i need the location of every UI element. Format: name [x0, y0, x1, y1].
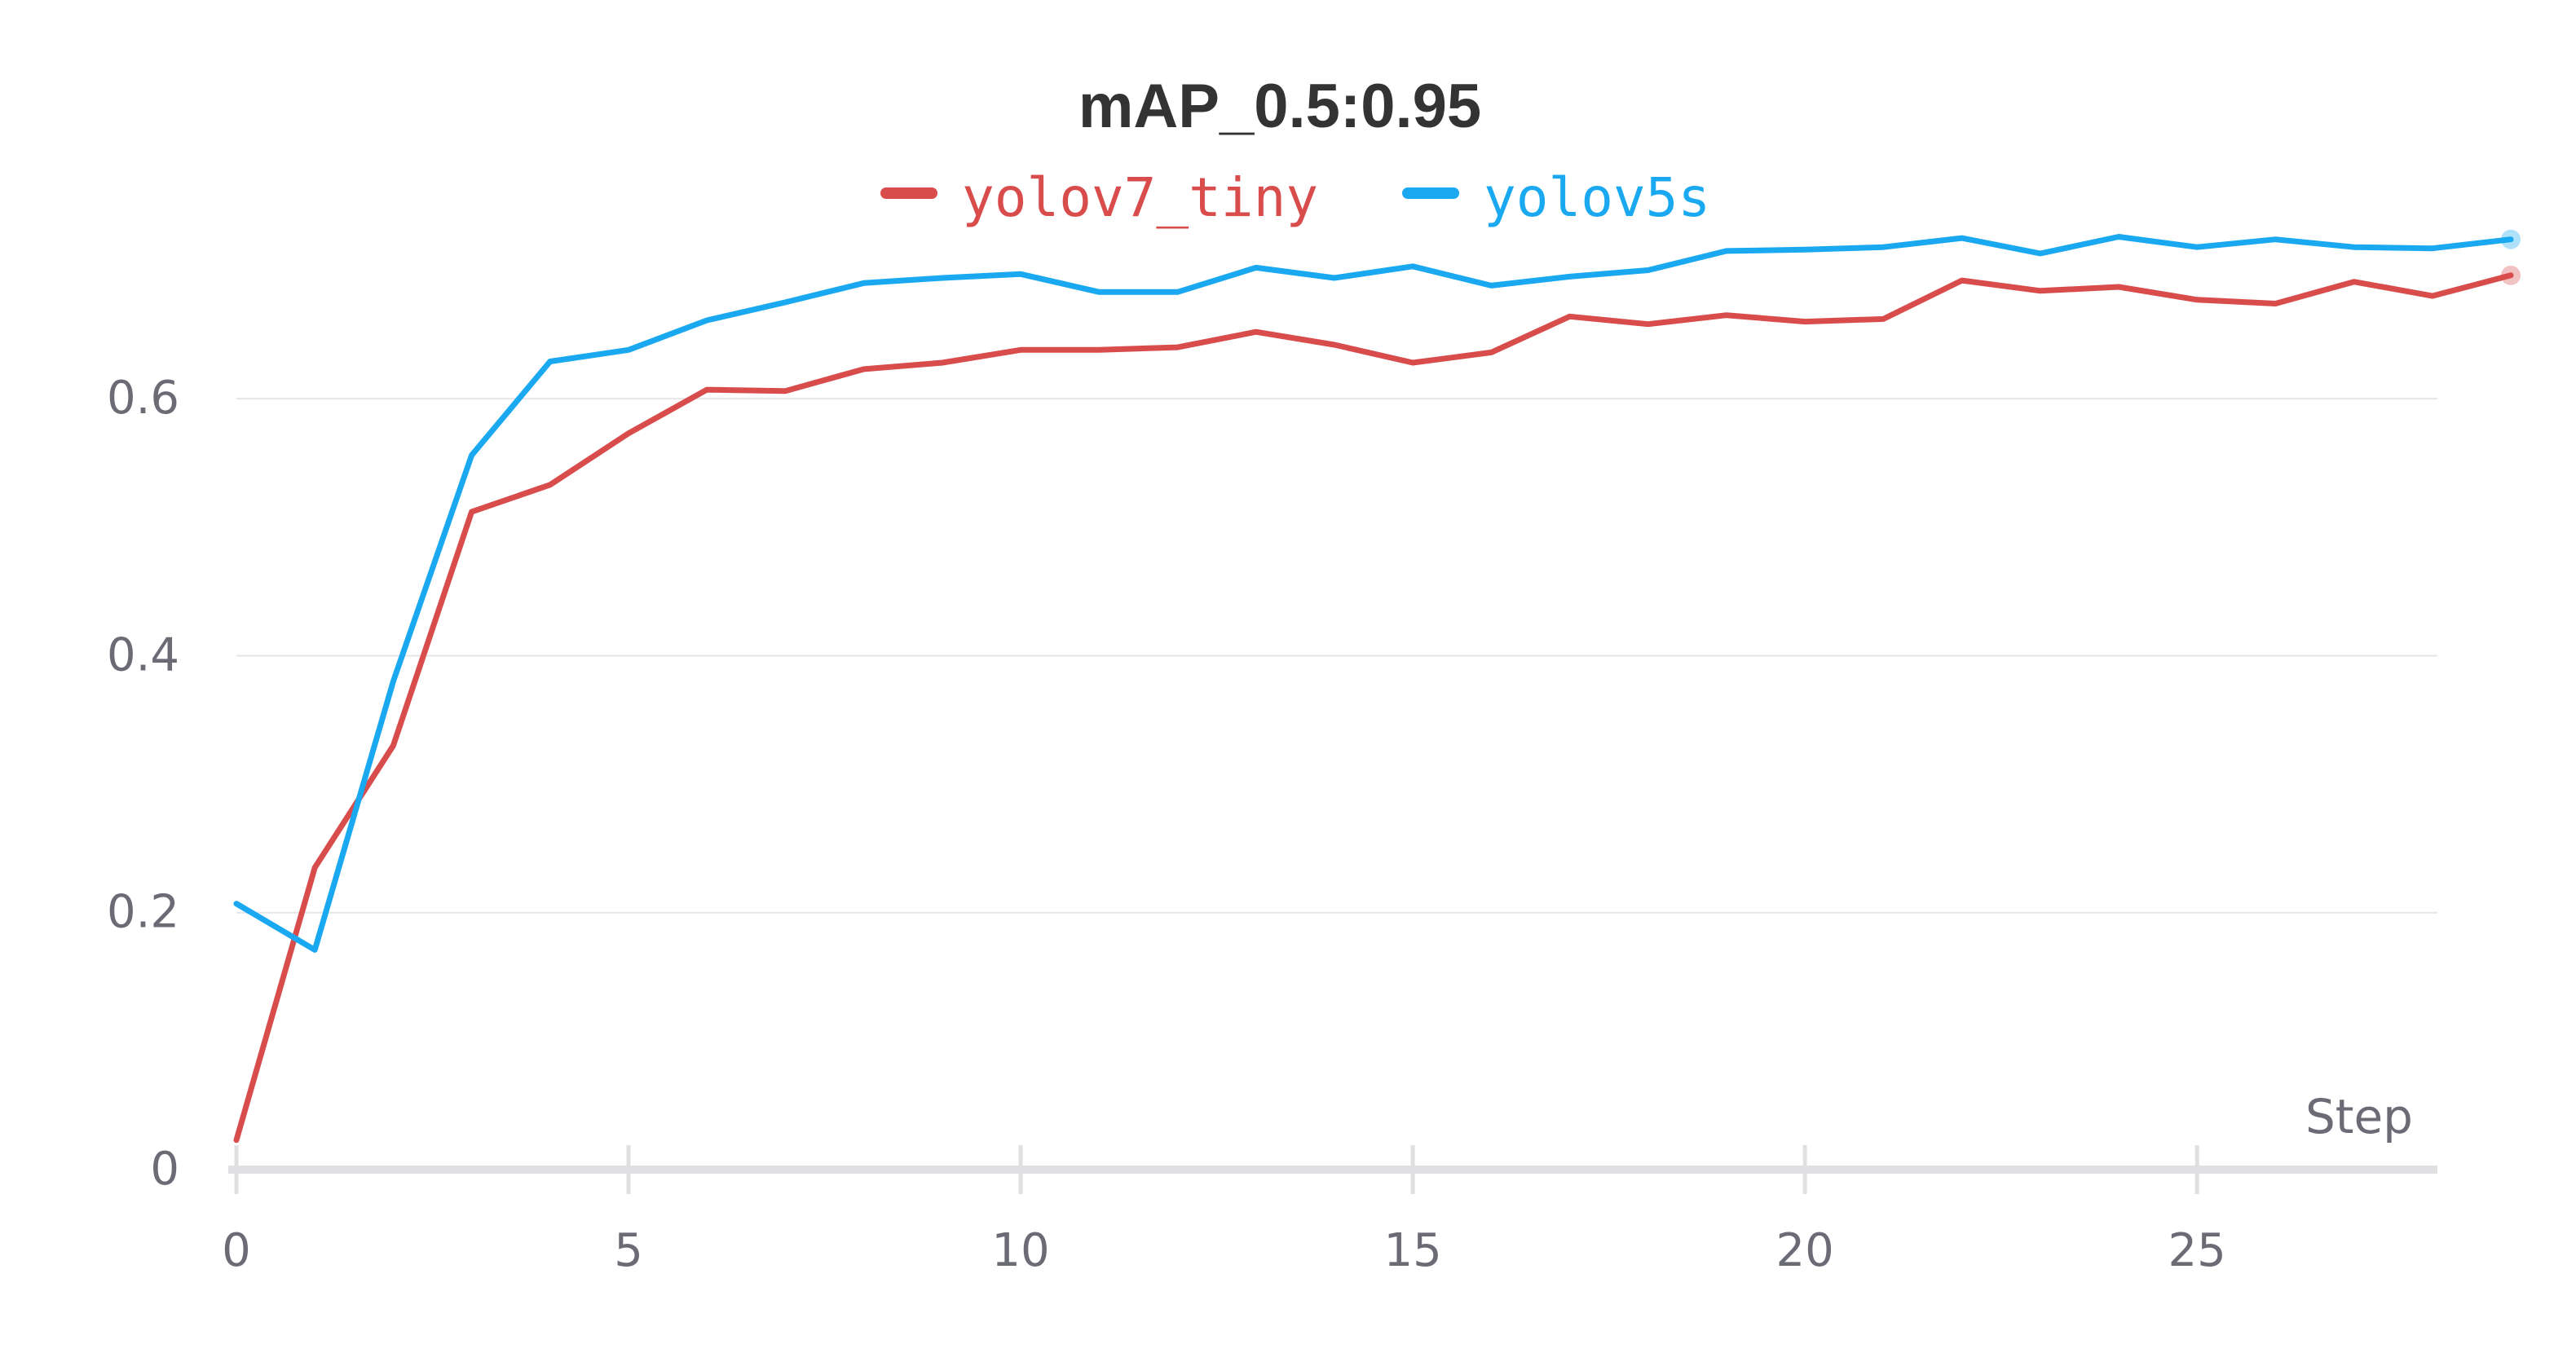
x-tick-label: 20 — [1776, 1224, 1834, 1277]
legend-swatch — [1402, 187, 1459, 199]
x-tick-label: 0 — [222, 1224, 251, 1277]
x-tick-label: 25 — [2168, 1224, 2226, 1277]
series-end-marker — [2501, 265, 2521, 285]
series-end-marker — [2501, 229, 2521, 249]
series-line-yolov7_tiny — [233, 272, 2514, 1144]
y-tick-label: 0.2 — [107, 886, 179, 939]
legend-label: yolov5s — [1484, 166, 1710, 229]
series-line-yolov5s — [233, 234, 2514, 953]
x-axis: 0 5 10 15 20 25 — [222, 1145, 2437, 1277]
y-tick-label: 0.6 — [107, 372, 179, 425]
chart-title: mAP_0.5:0.95 — [1078, 72, 1481, 141]
series-layer — [233, 229, 2521, 1144]
x-tick-label: 10 — [991, 1224, 1049, 1277]
legend: yolov7_tiny yolov5s — [880, 166, 1710, 229]
legend-label: yolov7_tiny — [962, 166, 1318, 229]
x-axis-label: Step — [2305, 1089, 2413, 1144]
legend-swatch — [880, 187, 937, 199]
y-tick-label: 0 — [150, 1143, 179, 1196]
x-tick-label: 15 — [1383, 1224, 1441, 1277]
gridlines — [236, 398, 2437, 914]
y-tick-label: 0.4 — [107, 628, 179, 681]
x-tick-label: 5 — [614, 1224, 643, 1277]
y-axis: 0 0.2 0.4 0.6 — [107, 372, 179, 1196]
